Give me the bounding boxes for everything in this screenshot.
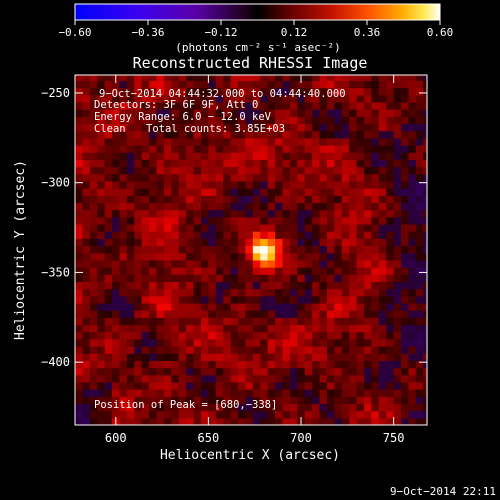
colorbar-unit: (photons cm⁻² s⁻¹ asec⁻²) — [175, 41, 341, 54]
heatmap-image — [75, 75, 427, 425]
chart-title: Reconstructed RHESSI Image — [133, 54, 368, 72]
colorbar — [74, 3, 441, 21]
x-axis-label: Heliocentric X (arcsec) — [160, 448, 340, 463]
y-tick-label: −400 — [41, 355, 70, 369]
colorbar-tick-label: 0.36 — [354, 26, 381, 39]
colorbar-tick-label: −0.12 — [204, 26, 237, 39]
colorbar-ticks: −0.60 −0.36 −0.12 0.12 0.36 0.60 — [58, 20, 453, 39]
colorbar-tick-label: −0.36 — [131, 26, 164, 39]
x-tick-label: 750 — [383, 431, 405, 445]
axis-ticks — [75, 75, 427, 425]
peak-position-annotation: Position of Peak = [680,−338] — [94, 399, 277, 411]
y-axis-label: Heliocentric Y (arcsec) — [13, 160, 28, 340]
y-tick-label: −250 — [41, 86, 70, 100]
x-tick-label: 650 — [198, 431, 220, 445]
total-counts-annotation: Total counts: 3.85E+03 — [146, 123, 285, 135]
x-tick-labels: 600 650 700 750 — [105, 431, 405, 445]
footer-timestamp: 9−Oct−2014 22:11 — [390, 485, 496, 498]
x-tick-label: 600 — [105, 431, 127, 445]
colorbar-tick-label: 0.12 — [281, 26, 308, 39]
y-tick-label: −300 — [41, 176, 70, 190]
x-tick-label: 700 — [290, 431, 312, 445]
colorbar-tick-label: −0.60 — [58, 26, 91, 39]
y-tick-label: −350 — [41, 265, 70, 279]
plot-frame — [74, 74, 428, 426]
time-range-annotation: 9−Oct−2014 04:44:32.000 to 04:44:40.000 — [99, 88, 346, 100]
colorbar-tick-label: 0.60 — [427, 26, 454, 39]
energy-range-annotation: Energy Range: 6.0 − 12.0 keV — [94, 111, 272, 123]
clean-annotation: Clean — [94, 123, 126, 135]
y-tick-labels: −250 −300 −350 −400 — [41, 86, 70, 369]
detectors-annotation: Detectors: 3F 6F 9F, Att 0 — [94, 99, 258, 111]
